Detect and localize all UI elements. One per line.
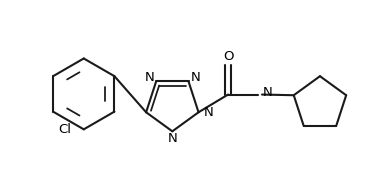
Text: O: O xyxy=(223,50,233,63)
Text: N: N xyxy=(168,132,177,145)
Text: Cl: Cl xyxy=(58,123,71,136)
Text: N: N xyxy=(144,71,154,84)
Text: N: N xyxy=(191,71,200,84)
Text: N: N xyxy=(262,86,272,99)
Text: N: N xyxy=(203,106,213,119)
